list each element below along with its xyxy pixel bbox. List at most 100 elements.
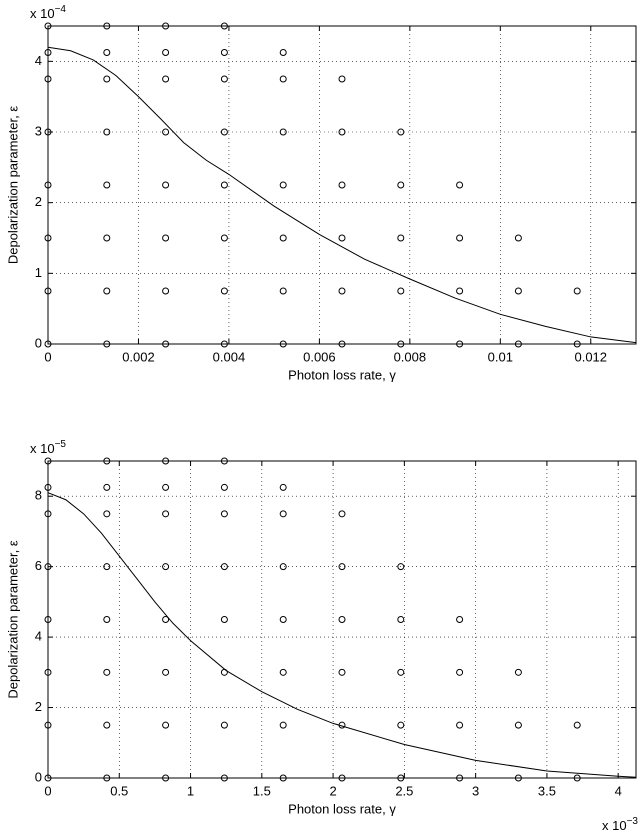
multiplier-exponent: −5 [55,439,67,450]
data-point [103,75,111,83]
data-point [103,234,111,242]
x-tick-label: 2 [329,783,336,798]
y-tick-label: 6 [35,558,42,573]
multiplier-exponent: −3 [627,816,639,827]
data-point [279,128,287,136]
data-point [162,510,170,518]
data-point [397,668,405,676]
data-point [220,181,228,189]
data-point [162,75,170,83]
x-tick-label: 0.5 [110,783,128,798]
data-point [456,668,464,676]
data-point [279,75,287,83]
x-tick-label: 3 [472,783,479,798]
x-tick-label: 0.004 [213,349,246,364]
x-tick-label: 1 [187,783,194,798]
data-point [162,128,170,136]
plot-frame [47,460,637,779]
data-point [103,49,111,56]
data-point [162,181,170,189]
x-tick-label: 3.5 [538,783,556,798]
y-tick-label: 0 [35,335,42,350]
data-point [220,287,228,295]
data-point [103,287,111,295]
data-point [397,234,405,242]
data-point [220,563,228,571]
x-tick-label: 0.006 [303,349,336,364]
data-line [47,492,637,778]
data-point [573,287,581,295]
data-point [514,668,522,676]
data-point [279,483,287,491]
multiplier-exponent: −4 [55,4,67,15]
data-point [220,49,228,56]
data-point [103,510,111,518]
plot-area [48,461,636,778]
data-point [162,287,170,295]
x-tick-label: 0.012 [574,349,607,364]
data-point [220,721,228,729]
data-point [456,234,464,242]
data-point [103,616,111,623]
data-point [103,721,111,729]
y-tick-label: 3 [35,123,42,138]
y-tick-label: 2 [35,699,42,714]
data-point [397,181,405,189]
multiplier-base: x 10 [30,441,55,456]
data-point [279,287,287,295]
data-point [456,181,464,189]
y-tick-label: 8 [35,488,42,503]
data-point [338,668,346,676]
data-point [103,181,111,189]
data-point [220,128,228,136]
data-point [162,234,170,242]
x-tick-label: 2.5 [395,783,413,798]
data-point [162,483,170,491]
data-point [279,721,287,729]
data-point [279,668,287,676]
data-point [162,721,170,729]
data-point [514,234,522,242]
data-point [279,510,287,518]
data-point [338,234,346,242]
data-point [338,616,346,623]
y-tick-label: 4 [35,629,42,644]
multiplier-base: x 10 [30,6,55,21]
data-point [220,234,228,242]
data-point [279,616,287,623]
data-point [220,75,228,83]
data-point [338,510,346,518]
x-tick-label: 0 [44,349,51,364]
data-point [456,287,464,295]
y-tick-label: 2 [35,194,42,209]
data-point [397,287,405,295]
data-point [338,287,346,295]
data-point [103,563,111,571]
data-point [162,563,170,571]
data-point [220,483,228,491]
data-point [338,75,346,83]
y-tick-label: 0 [35,769,42,784]
data-point [514,287,522,295]
data-line [47,46,637,344]
y-tick-label: 1 [35,265,42,280]
data-point [103,668,111,676]
axis-multiplier: x 10−3 [602,816,638,833]
data-point [514,721,522,729]
x-tick-label: 0.01 [488,349,513,364]
y-axis-label: Depolarization parameter, ε [5,106,20,264]
data-point [279,563,287,571]
data-point [573,721,581,729]
data-point [397,563,405,571]
x-tick-label: 0 [44,783,51,798]
x-tick-label: 0.008 [394,349,427,364]
x-tick-label: 1.5 [253,783,271,798]
data-point [456,616,464,623]
multiplier-base: x 10 [602,818,627,833]
data-point [456,721,464,729]
x-axis-label: Photon loss rate, γ [288,801,396,816]
x-tick-label: 4 [615,783,622,798]
data-point [397,128,405,136]
data-point [162,49,170,56]
data-point [103,128,111,136]
